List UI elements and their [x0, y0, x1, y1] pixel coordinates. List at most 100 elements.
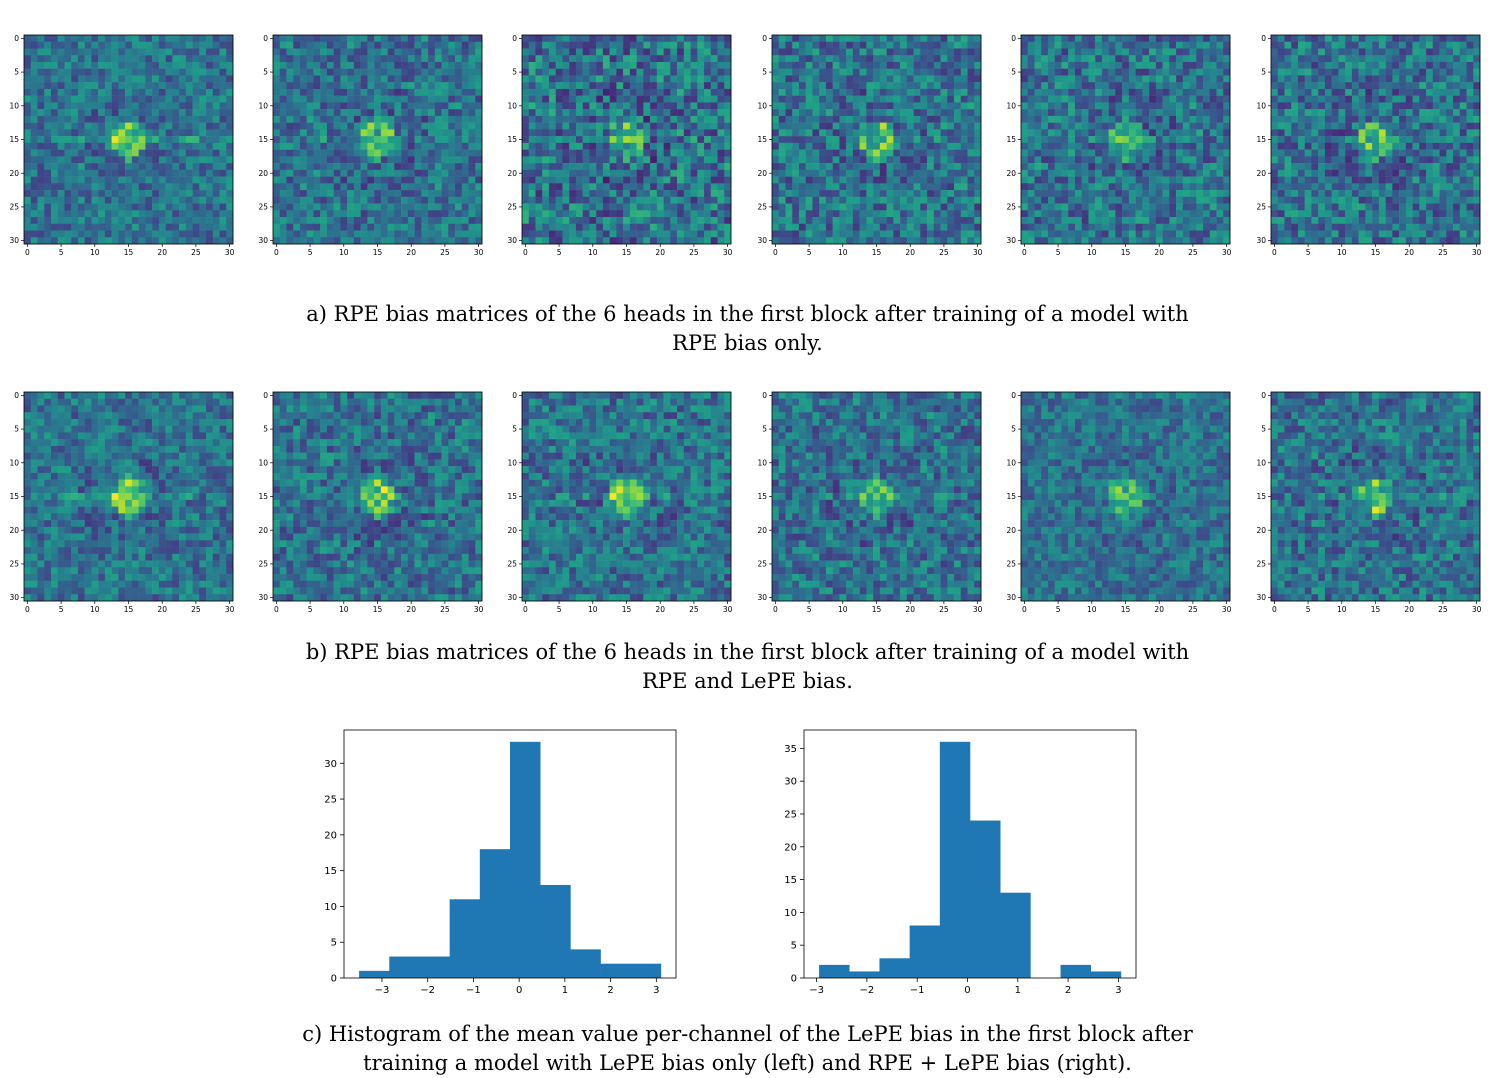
heatmap-cell — [24, 129, 31, 137]
heatmap-cell — [683, 203, 691, 211]
heatmap-cell — [596, 88, 604, 96]
heatmap-cell — [825, 115, 833, 123]
y-tick-label: 20 — [258, 169, 268, 178]
heatmap-cell — [1216, 203, 1224, 211]
heatmap-cell — [1453, 35, 1461, 42]
heatmap-cell — [367, 82, 375, 90]
heatmap-cell — [1095, 88, 1103, 96]
heatmap-cell — [1426, 35, 1434, 42]
heatmap-cell — [1155, 223, 1163, 231]
heatmap-cell — [1216, 102, 1224, 110]
heatmap-cell — [656, 237, 664, 245]
heatmap-cell — [77, 35, 85, 42]
heatmap-cell — [1142, 35, 1150, 42]
heatmap-cell — [1061, 68, 1069, 76]
heatmap-cell — [414, 176, 422, 184]
heatmap-cell — [832, 136, 840, 144]
heatmap-cell — [1155, 230, 1163, 238]
heatmap-cell — [118, 88, 126, 96]
heatmap-cell — [636, 203, 644, 211]
heatmap-cell — [1372, 35, 1380, 42]
heatmap-cell — [1068, 169, 1076, 177]
heatmap-cell — [407, 35, 415, 42]
heatmap-cell — [1027, 41, 1035, 49]
heatmap-cell — [575, 237, 583, 245]
heatmap-cell — [226, 48, 234, 56]
heatmap-cell — [670, 149, 678, 157]
heatmap-cell — [522, 223, 529, 231]
heatmap-cell — [111, 115, 119, 123]
heatmap-cell — [623, 95, 631, 103]
heatmap-cell — [401, 237, 409, 245]
x-tick-label: 25 — [440, 248, 450, 257]
heatmap-cell — [623, 190, 631, 198]
heatmap-cell — [104, 183, 112, 191]
heatmap-cell — [434, 35, 442, 42]
heatmap-cell — [812, 102, 820, 110]
heatmap-cell — [91, 230, 99, 238]
heatmap-cell — [663, 156, 671, 164]
heatmap-cell — [1149, 136, 1157, 144]
heatmap-cell — [138, 41, 146, 49]
heatmap-cell — [974, 95, 982, 103]
heatmap-cell — [1169, 122, 1177, 130]
heatmap-cell — [1209, 41, 1217, 49]
heatmap-cell — [650, 95, 658, 103]
heatmap-cell — [1074, 142, 1082, 150]
heatmap-cell — [84, 35, 92, 42]
heatmap-cell — [24, 35, 31, 42]
heatmap-cell — [893, 82, 901, 90]
heatmap-cell — [960, 223, 968, 231]
heatmap-cell — [104, 61, 112, 69]
heatmap-cell — [347, 102, 355, 110]
heatmap-cell — [920, 136, 928, 144]
heatmap-cell — [589, 190, 597, 198]
heatmap-cell — [313, 223, 321, 231]
heatmap-cell — [906, 109, 914, 117]
heatmap-cell — [273, 35, 280, 42]
heatmap-cell — [1054, 68, 1062, 76]
heatmap-cell — [960, 190, 968, 198]
heatmap-cell — [839, 183, 847, 191]
heatmap-cell — [697, 196, 705, 204]
heatmap-cell — [589, 183, 597, 191]
heatmap-cell — [650, 230, 658, 238]
heatmap-cell — [1041, 223, 1049, 231]
heatmap-cell — [212, 129, 220, 137]
heatmap-cell — [125, 210, 133, 218]
heatmap-cell — [468, 190, 476, 198]
heatmap-cell — [50, 122, 58, 130]
heatmap-cell — [172, 55, 180, 63]
heatmap-cell — [1047, 35, 1055, 42]
heatmap-cell — [320, 183, 328, 191]
heatmap-cell — [286, 156, 294, 164]
heatmap-cell — [643, 61, 651, 69]
heatmap-cell — [772, 230, 779, 238]
heatmap-cell — [455, 129, 463, 137]
heatmap-cell — [1095, 82, 1103, 90]
heatmap-cell — [1176, 48, 1184, 56]
heatmap-cell — [683, 163, 691, 171]
heatmap-cell — [535, 61, 543, 69]
heatmap-cell — [947, 35, 955, 42]
heatmap-cell — [906, 55, 914, 63]
heatmap-cell — [1169, 61, 1177, 69]
heatmap-cell — [299, 203, 307, 211]
heatmap-cell — [562, 230, 570, 238]
heatmap-cell — [111, 183, 119, 191]
heatmap-cell — [192, 95, 200, 103]
heatmap-cell — [313, 156, 321, 164]
heatmap-cell — [1128, 183, 1136, 191]
heatmap-cell — [1223, 203, 1231, 211]
heatmap-cell — [609, 190, 617, 198]
heatmap-cell — [158, 82, 166, 90]
heatmap-cell — [879, 210, 887, 218]
heatmap-cell — [401, 163, 409, 171]
heatmap-cell — [333, 176, 341, 184]
heatmap-cell — [468, 183, 476, 191]
heatmap-cell — [434, 68, 442, 76]
heatmap-cell — [340, 190, 348, 198]
heatmap-cell — [313, 183, 321, 191]
heatmap-cell — [548, 48, 556, 56]
heatmap-cell — [629, 237, 637, 245]
